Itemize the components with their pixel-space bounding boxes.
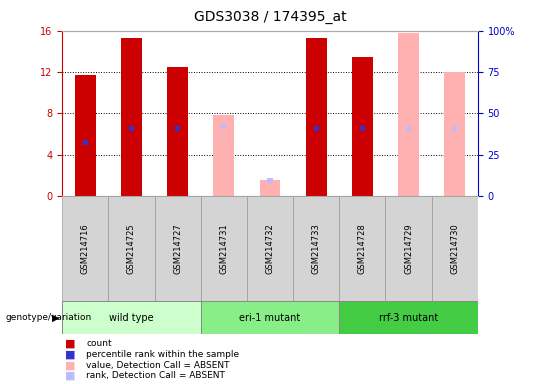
Bar: [75, 75, 96, 196]
Bar: [83, 140, 88, 145]
Text: GSM214728: GSM214728: [358, 223, 367, 274]
Bar: [267, 178, 273, 183]
Text: GDS3038 / 174395_at: GDS3038 / 174395_at: [194, 10, 346, 24]
Bar: [339, 196, 386, 301]
Text: ▶: ▶: [52, 313, 59, 323]
Bar: [121, 38, 142, 196]
Text: GSM214732: GSM214732: [266, 223, 274, 274]
Text: ■: ■: [65, 349, 75, 359]
Text: percentile rank within the sample: percentile rank within the sample: [86, 350, 240, 359]
Text: GSM214729: GSM214729: [404, 223, 413, 274]
Bar: [175, 126, 180, 131]
Bar: [444, 72, 465, 196]
Bar: [293, 196, 339, 301]
Bar: [360, 126, 365, 131]
Text: GSM214716: GSM214716: [80, 223, 90, 274]
Bar: [398, 33, 419, 196]
Text: ■: ■: [65, 360, 75, 370]
Text: GSM214733: GSM214733: [312, 223, 321, 274]
Text: eri-1 mutant: eri-1 mutant: [239, 313, 301, 323]
Text: GSM214725: GSM214725: [127, 223, 136, 274]
Bar: [62, 196, 109, 301]
Bar: [201, 196, 247, 301]
Bar: [129, 126, 134, 131]
Bar: [201, 301, 339, 334]
Bar: [260, 180, 280, 196]
Bar: [213, 115, 234, 196]
Bar: [247, 196, 293, 301]
Text: GSM214731: GSM214731: [219, 223, 228, 274]
Bar: [314, 126, 319, 131]
Bar: [109, 196, 154, 301]
Text: GSM214727: GSM214727: [173, 223, 182, 274]
Text: value, Detection Call = ABSENT: value, Detection Call = ABSENT: [86, 361, 230, 370]
Bar: [406, 126, 411, 131]
Text: rank, Detection Call = ABSENT: rank, Detection Call = ABSENT: [86, 371, 225, 381]
Text: wild type: wild type: [109, 313, 154, 323]
Bar: [154, 196, 201, 301]
Bar: [352, 56, 373, 196]
Text: ■: ■: [65, 339, 75, 349]
Text: genotype/variation: genotype/variation: [5, 313, 92, 322]
Text: count: count: [86, 339, 112, 348]
Bar: [62, 301, 201, 334]
Bar: [386, 196, 431, 301]
Bar: [431, 196, 478, 301]
Bar: [167, 67, 188, 196]
Text: ■: ■: [65, 371, 75, 381]
Text: GSM214730: GSM214730: [450, 223, 460, 274]
Bar: [452, 126, 457, 131]
Text: rrf-3 mutant: rrf-3 mutant: [379, 313, 438, 323]
Bar: [306, 38, 327, 196]
Bar: [339, 301, 478, 334]
Bar: [221, 124, 226, 129]
